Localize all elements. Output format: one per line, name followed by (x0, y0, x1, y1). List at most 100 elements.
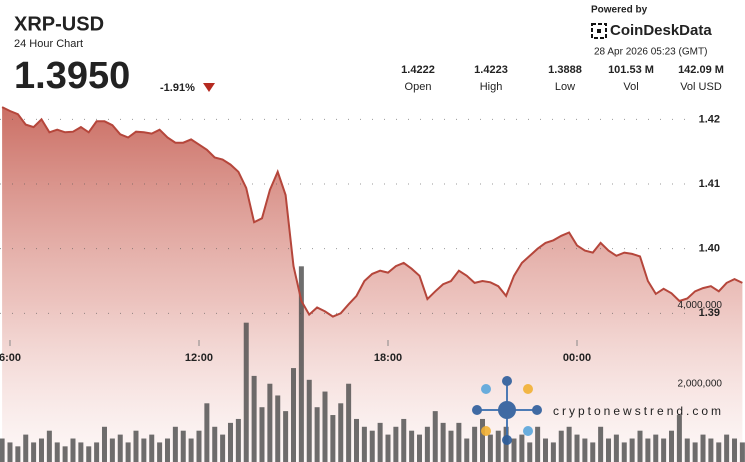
volume-bar (70, 438, 76, 462)
volume-bar (535, 426, 541, 462)
volume-bar (298, 266, 304, 462)
volume-bar (46, 430, 52, 462)
volume-bar (708, 438, 714, 462)
powered-by: Powered by (591, 5, 648, 16)
volume-bar (527, 442, 533, 462)
volume-bar (78, 442, 84, 462)
y2-tick-label: 2,000,000 (678, 378, 723, 389)
volume-bar (511, 438, 517, 462)
volume-bar (149, 434, 155, 462)
volume-bar (109, 438, 115, 462)
volume-bar (330, 415, 336, 462)
volume-bar (739, 442, 745, 462)
volume-bar (338, 403, 344, 462)
stat-label: Vol (623, 81, 638, 93)
stat-value: 101.53 M (608, 64, 654, 76)
volume-bar (267, 383, 273, 462)
x-tick-label: 6:00 (0, 352, 21, 364)
volume-bar (480, 418, 486, 462)
volume-bar (243, 322, 249, 462)
stat-value: 1.4223 (474, 64, 508, 76)
x-tick-label: 18:00 (374, 352, 402, 364)
volume-bar (15, 446, 21, 462)
volume-bar (306, 379, 312, 462)
x-tick-label: 12:00 (185, 352, 213, 364)
volume-bar (582, 438, 588, 462)
volume-bar (661, 438, 667, 462)
volume-bar (204, 403, 210, 462)
volume-bar (629, 438, 635, 462)
stat-label: Open (405, 81, 432, 93)
volume-bar (133, 430, 139, 462)
volume-bar (220, 434, 226, 462)
volume-bar (227, 422, 233, 462)
volume-bar (550, 442, 556, 462)
volume-bar (385, 434, 391, 462)
volume-bar (314, 407, 320, 462)
stat-value: 142.09 M (678, 64, 724, 76)
volume-bar (346, 383, 352, 462)
volume-bar (401, 418, 407, 462)
volume-bar (606, 438, 612, 462)
volume-bar (432, 411, 438, 462)
volume-bar (188, 438, 194, 462)
volume-bar (94, 442, 100, 462)
y-tick-label: 1.42 (699, 113, 720, 125)
volume-bar (448, 430, 454, 462)
stat-label: Low (555, 81, 575, 93)
volume-bar (259, 407, 265, 462)
stat-value: 1.4222 (401, 64, 435, 76)
provider: CoinDeskData (610, 22, 712, 39)
volume-bar (0, 438, 5, 462)
stat-value: 1.3888 (548, 64, 582, 76)
price-line (1, 106, 743, 318)
volume-bar (645, 438, 651, 462)
y2-tick-label: 4,000,000 (678, 300, 723, 311)
volume-bar (23, 434, 29, 462)
volume-bar (125, 442, 131, 462)
volume-bar (456, 422, 462, 462)
volume-bar (377, 422, 383, 462)
volume-bar (574, 434, 580, 462)
volume-bar (7, 442, 13, 462)
volume-bar (251, 375, 257, 462)
volume-bar (637, 430, 643, 462)
volume-bar (62, 446, 68, 462)
watermark-icon (472, 376, 542, 445)
volume-bar (495, 430, 501, 462)
volume-bar (172, 426, 178, 462)
volume-bar (180, 430, 186, 462)
volume-bar (558, 430, 564, 462)
price-area (2, 107, 743, 462)
volume-bar (716, 442, 722, 462)
volume-bar (424, 426, 430, 462)
timestamp: 28 Apr 2026 05:23 (GMT) (594, 47, 707, 58)
volume-bar (724, 434, 730, 462)
volume-bar (543, 438, 549, 462)
volume-bar (322, 391, 328, 462)
volume-bar (653, 434, 659, 462)
volume-bar (621, 442, 627, 462)
volume-bar (101, 426, 107, 462)
y-tick-label: 1.40 (699, 243, 720, 255)
volume-bar (590, 442, 596, 462)
volume-bar (164, 438, 170, 462)
volume-bar (440, 422, 446, 462)
volume-bar (86, 446, 92, 462)
volume-bar (369, 430, 375, 462)
y-tick-label: 1.39 (699, 307, 720, 319)
provider-logo (591, 23, 607, 39)
volume-bar (235, 418, 241, 462)
volume-bar (566, 426, 572, 462)
volume-bar (732, 438, 738, 462)
volume-bar (472, 426, 478, 462)
volume-bar (157, 442, 163, 462)
volume-bar (38, 438, 44, 462)
chart-title: XRP-USD (14, 13, 104, 35)
volume-bar (464, 438, 470, 462)
x-tick-label: 00:00 (563, 352, 591, 364)
volume-bar (393, 426, 399, 462)
volume-bar (676, 415, 682, 462)
volume-bar (700, 434, 706, 462)
volume-bar (117, 434, 123, 462)
